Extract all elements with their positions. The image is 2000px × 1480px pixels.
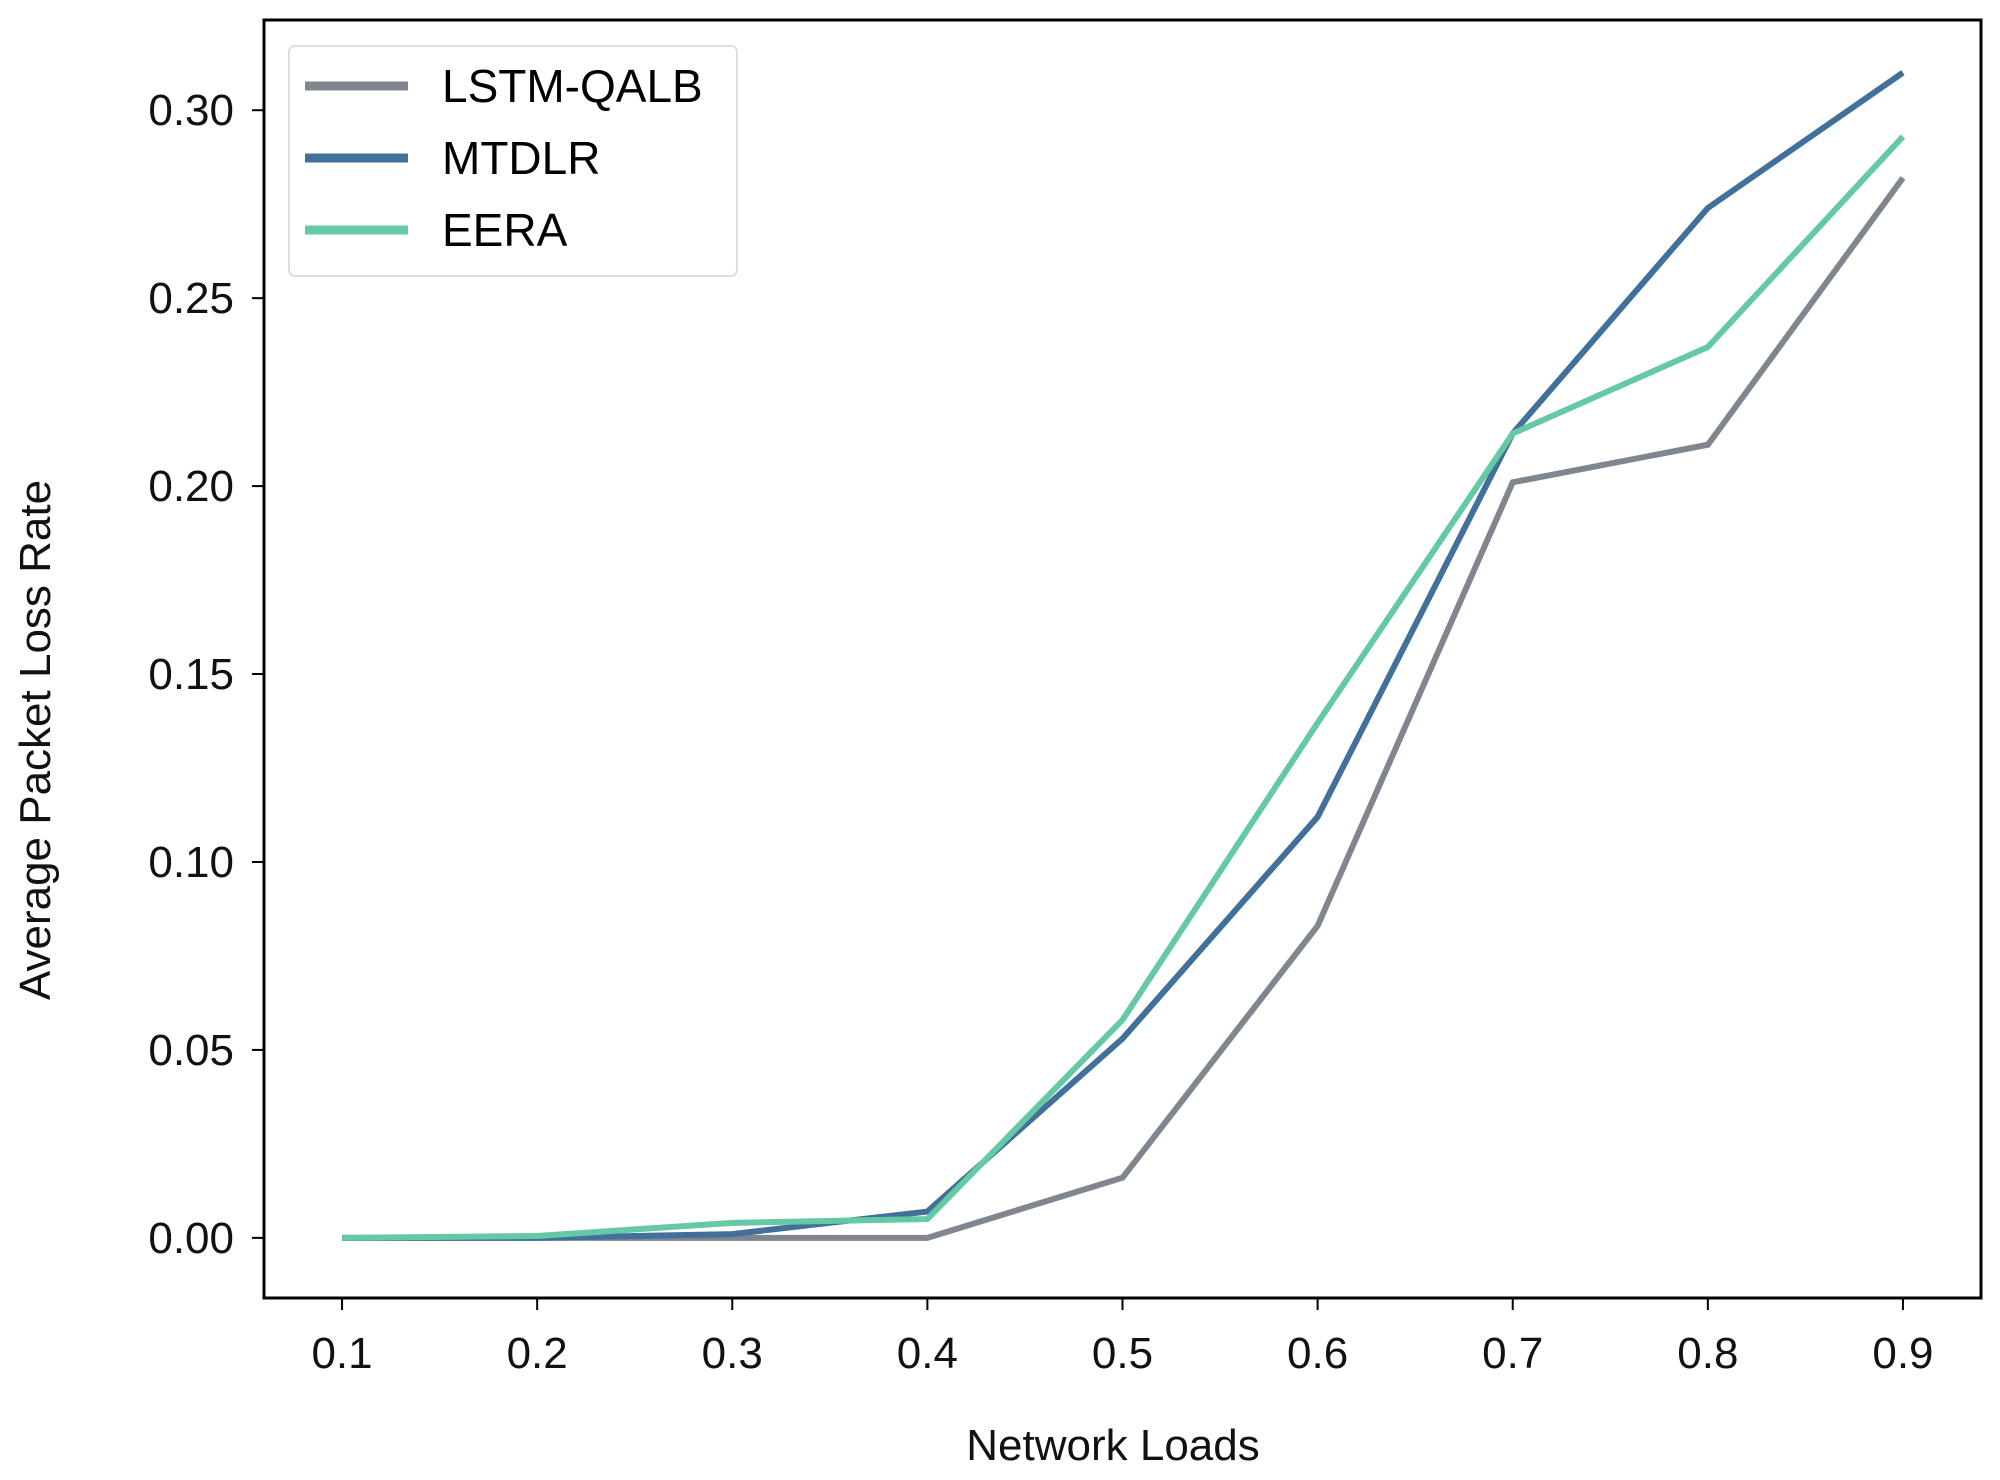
x-tick-label: 0.7 — [1482, 1329, 1543, 1378]
legend-label: LSTM-QALB — [442, 60, 703, 112]
x-tick-label: 0.5 — [1092, 1329, 1153, 1378]
y-tick-label: 0.00 — [148, 1214, 234, 1263]
x-tick-label: 0.1 — [311, 1329, 372, 1378]
y-tick-label: 0.10 — [148, 838, 234, 887]
x-axis-label: Network Loads — [966, 1421, 1259, 1470]
x-tick-label: 0.8 — [1677, 1329, 1738, 1378]
legend-label: MTDLR — [442, 132, 600, 184]
y-tick-label: 0.05 — [148, 1026, 234, 1075]
y-tick-label: 0.25 — [148, 274, 234, 323]
x-tick-label: 0.2 — [507, 1329, 568, 1378]
y-tick-label: 0.20 — [148, 462, 234, 511]
x-tick-label: 0.9 — [1872, 1329, 1933, 1378]
legend-label: EERA — [442, 204, 568, 256]
legend: LSTM-QALB MTDLR EERA — [288, 45, 738, 277]
y-axis-label: Average Packet Loss Rate — [11, 480, 60, 1000]
series-line-lstm-qalb — [342, 176, 1906, 1241]
legend-box — [288, 45, 738, 277]
x-tick-label: 0.3 — [702, 1329, 763, 1378]
y-tick-label: 0.15 — [148, 650, 234, 699]
y-tick-label: 0.30 — [148, 86, 234, 135]
series-line-eera — [342, 134, 1906, 1241]
x-tick-label: 0.6 — [1287, 1329, 1348, 1378]
series-line-mtdlr — [342, 70, 1905, 1241]
x-tick-label: 0.4 — [897, 1329, 958, 1378]
